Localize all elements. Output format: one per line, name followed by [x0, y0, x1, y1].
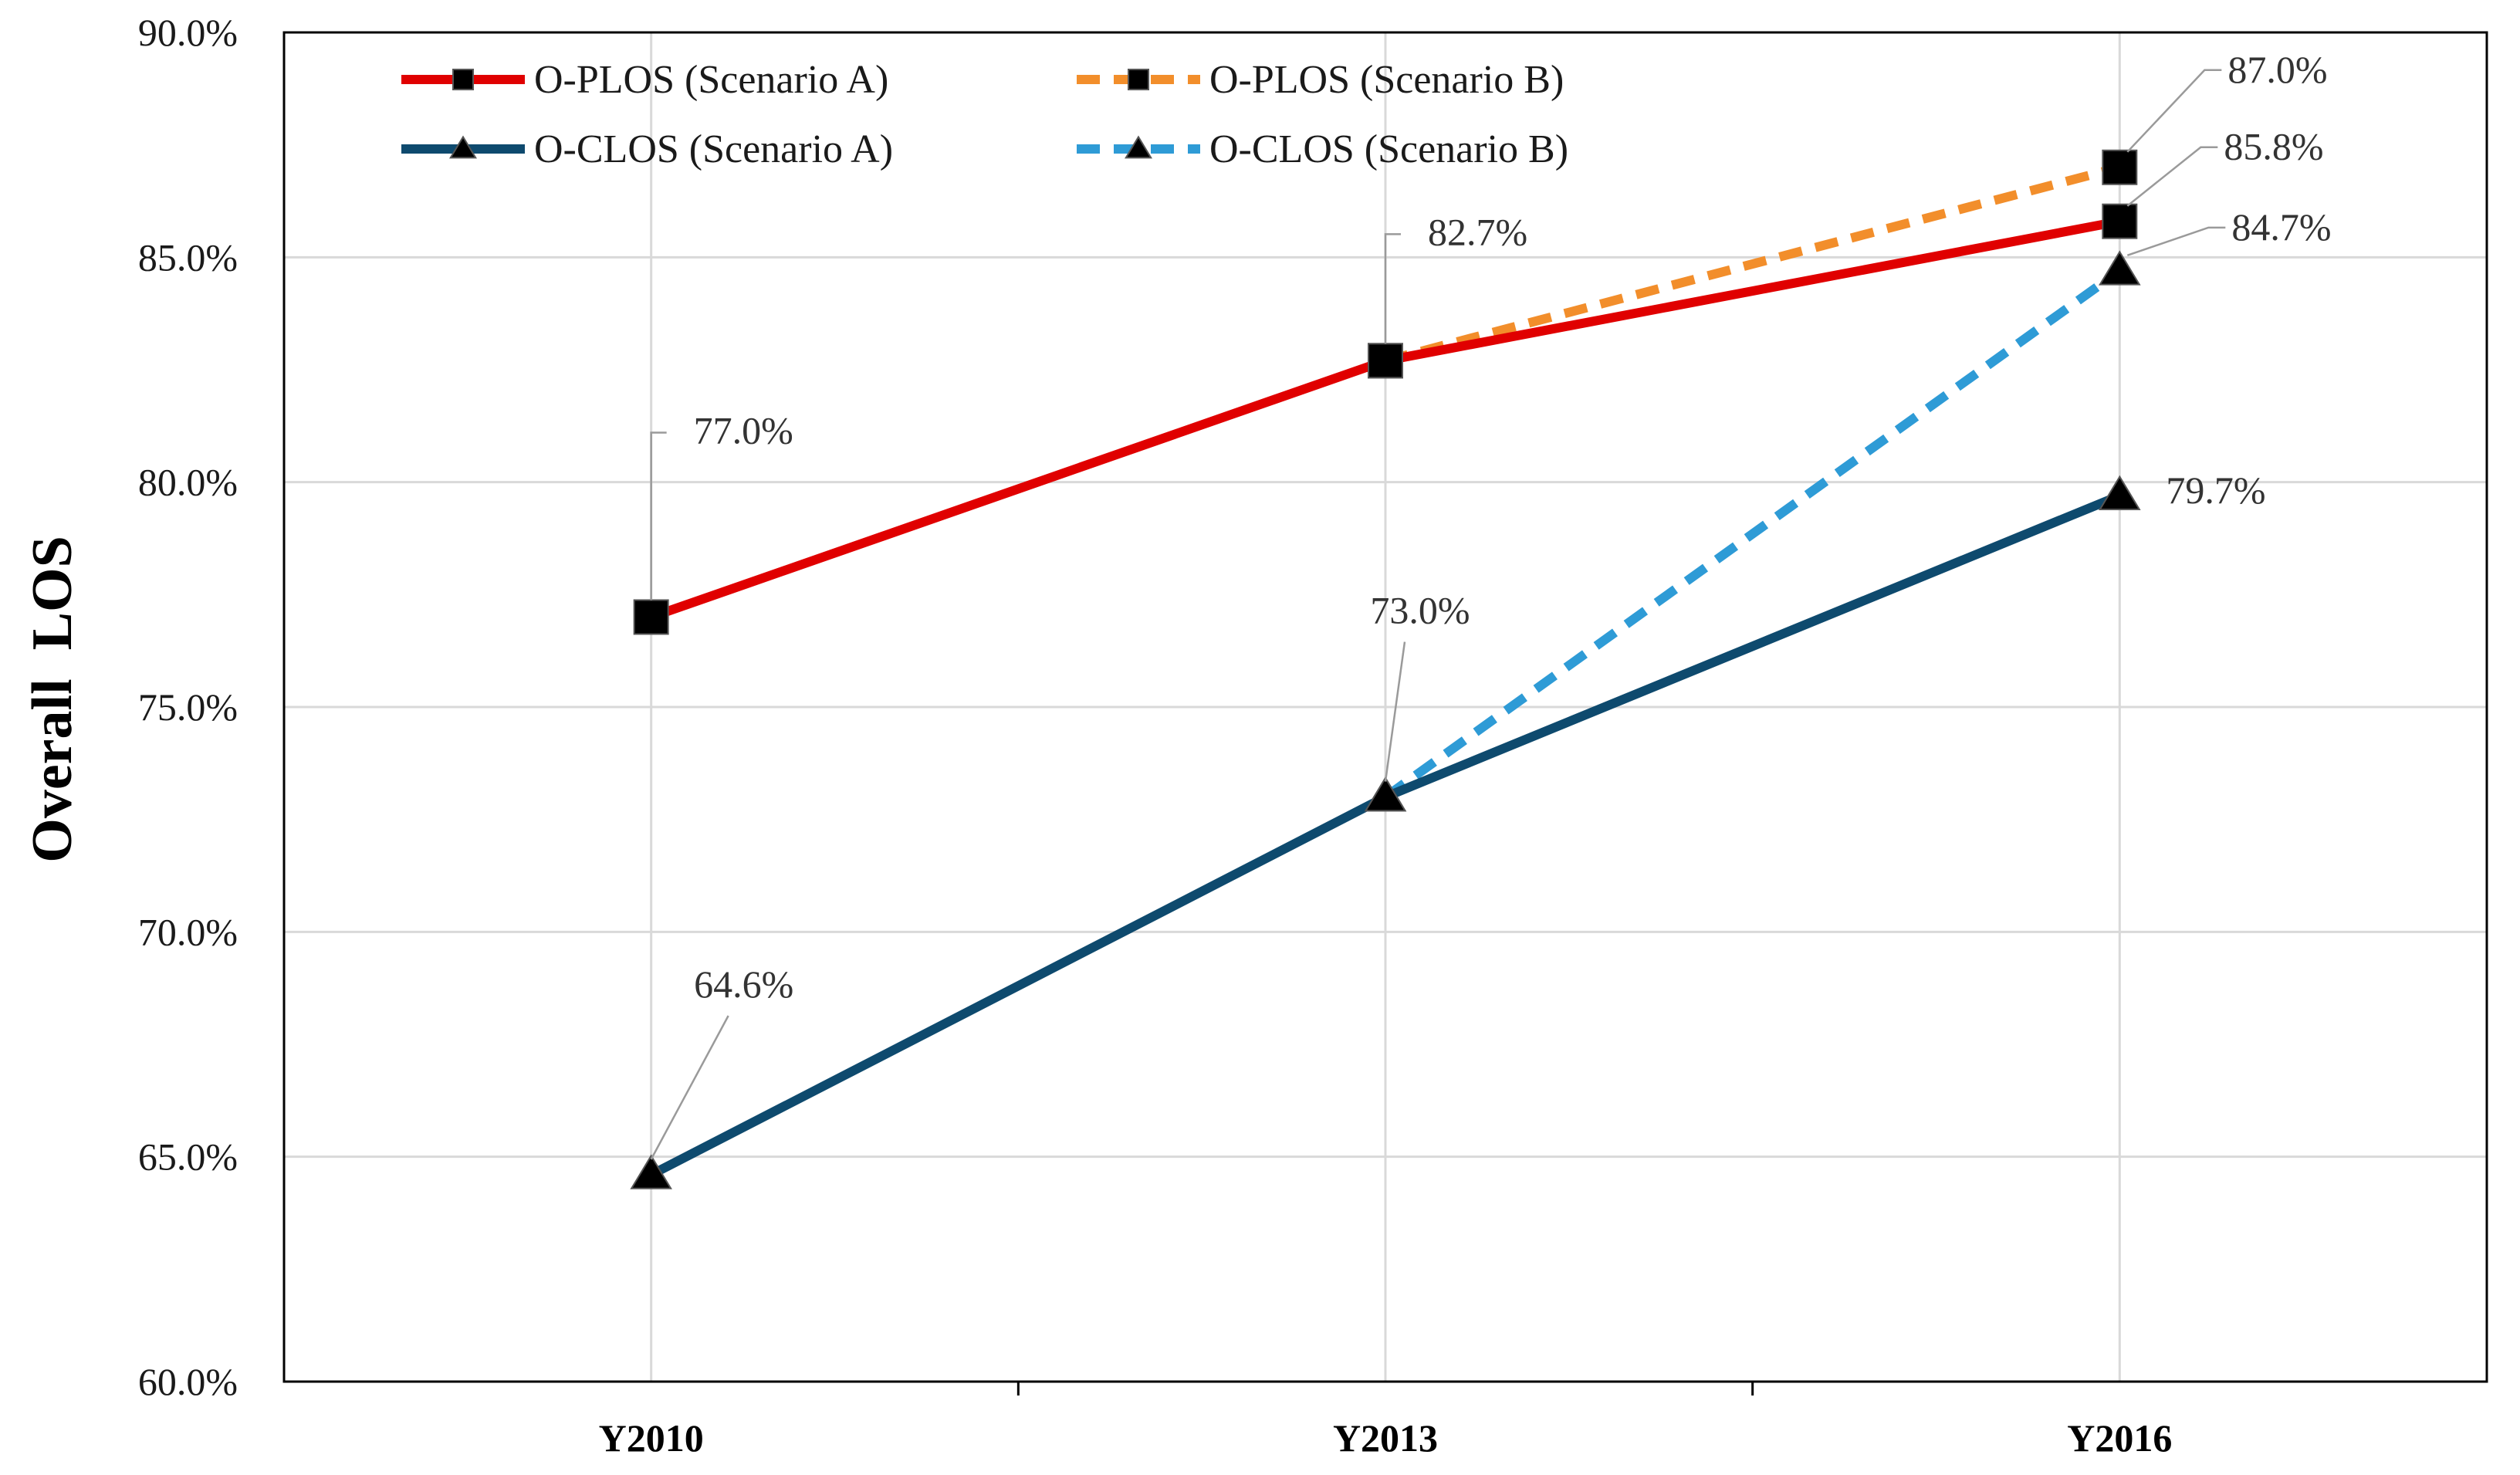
x-category-label: Y2013	[1333, 1416, 1438, 1460]
y-tick-label: 85.0%	[138, 235, 238, 279]
y-tick-label: 70.0%	[138, 910, 238, 953]
data-label-leader	[2126, 69, 2222, 153]
x-axis-category-labels: Y2010 Y2013 Y2016	[599, 1416, 2173, 1460]
legend-label: O-CLOS (Scenario A)	[534, 127, 893, 171]
data-label: 84.7%	[2231, 205, 2331, 249]
data-label: 87.0%	[2227, 48, 2327, 91]
data-label: 64.6%	[694, 962, 793, 1006]
y-tick-label: 90.0%	[138, 11, 238, 54]
data-point-marker	[1368, 343, 1403, 379]
data-label-leader	[650, 431, 667, 600]
data-label: 85.8%	[2224, 125, 2323, 168]
data-point-marker	[1364, 776, 1407, 812]
legend-swatch-marker	[1128, 69, 1149, 90]
y-tick-label: 60.0%	[138, 1360, 238, 1403]
legend-swatch-marker	[452, 69, 474, 90]
y-axis-title: Overall LOS	[21, 536, 84, 862]
data-label-leader	[1384, 233, 1401, 344]
data-point-marker	[2102, 149, 2138, 185]
data-label-leader	[650, 1015, 729, 1160]
series-line	[1384, 162, 2121, 366]
legend-label: O-PLOS (Scenario A)	[534, 58, 888, 102]
y-axis-tick-labels: 60.0% 65.0% 70.0% 75.0% 80.0% 85.0% 90.0%	[138, 11, 238, 1403]
data-point-marker	[633, 599, 669, 635]
data-label: 77.0%	[694, 408, 793, 452]
y-tick-label: 80.0%	[138, 461, 238, 504]
legend-swatch-marker	[1124, 135, 1153, 159]
data-label: 79.7%	[2166, 469, 2265, 512]
y-tick-label: 65.0%	[138, 1135, 238, 1179]
data-point-marker	[2102, 203, 2138, 239]
series-markers	[630, 149, 2141, 1189]
data-label-leader	[2126, 226, 2226, 256]
data-label-leader	[1384, 641, 1406, 782]
data-label-leader	[2126, 146, 2218, 207]
legend-swatch-marker	[448, 135, 478, 159]
data-point-marker	[2099, 475, 2141, 510]
data-point-marker	[2099, 250, 2141, 286]
x-axis-ticks	[1016, 1382, 1754, 1395]
data-label: 82.7%	[1428, 210, 1527, 253]
data-labels: 77.0% 82.7% 73.0% 64.6% 87.0% 85.8% 84.7% 79.7%	[650, 48, 2331, 1160]
data-label: 73.0%	[1370, 589, 1470, 632]
legend: O-PLOS (Scenario A) O-PLOS (Scenario B) O-…	[401, 58, 1568, 171]
legend-label: O-CLOS (Scenario B)	[1209, 127, 1568, 171]
plot-area-border	[282, 31, 2488, 1383]
legend-label: O-PLOS (Scenario B)	[1209, 58, 1564, 102]
series-line	[1382, 266, 2123, 801]
x-category-label: Y2016	[2067, 1416, 2172, 1460]
y-tick-label: 75.0%	[138, 685, 238, 729]
data-point-marker	[630, 1154, 672, 1189]
x-category-label: Y2010	[599, 1416, 704, 1460]
